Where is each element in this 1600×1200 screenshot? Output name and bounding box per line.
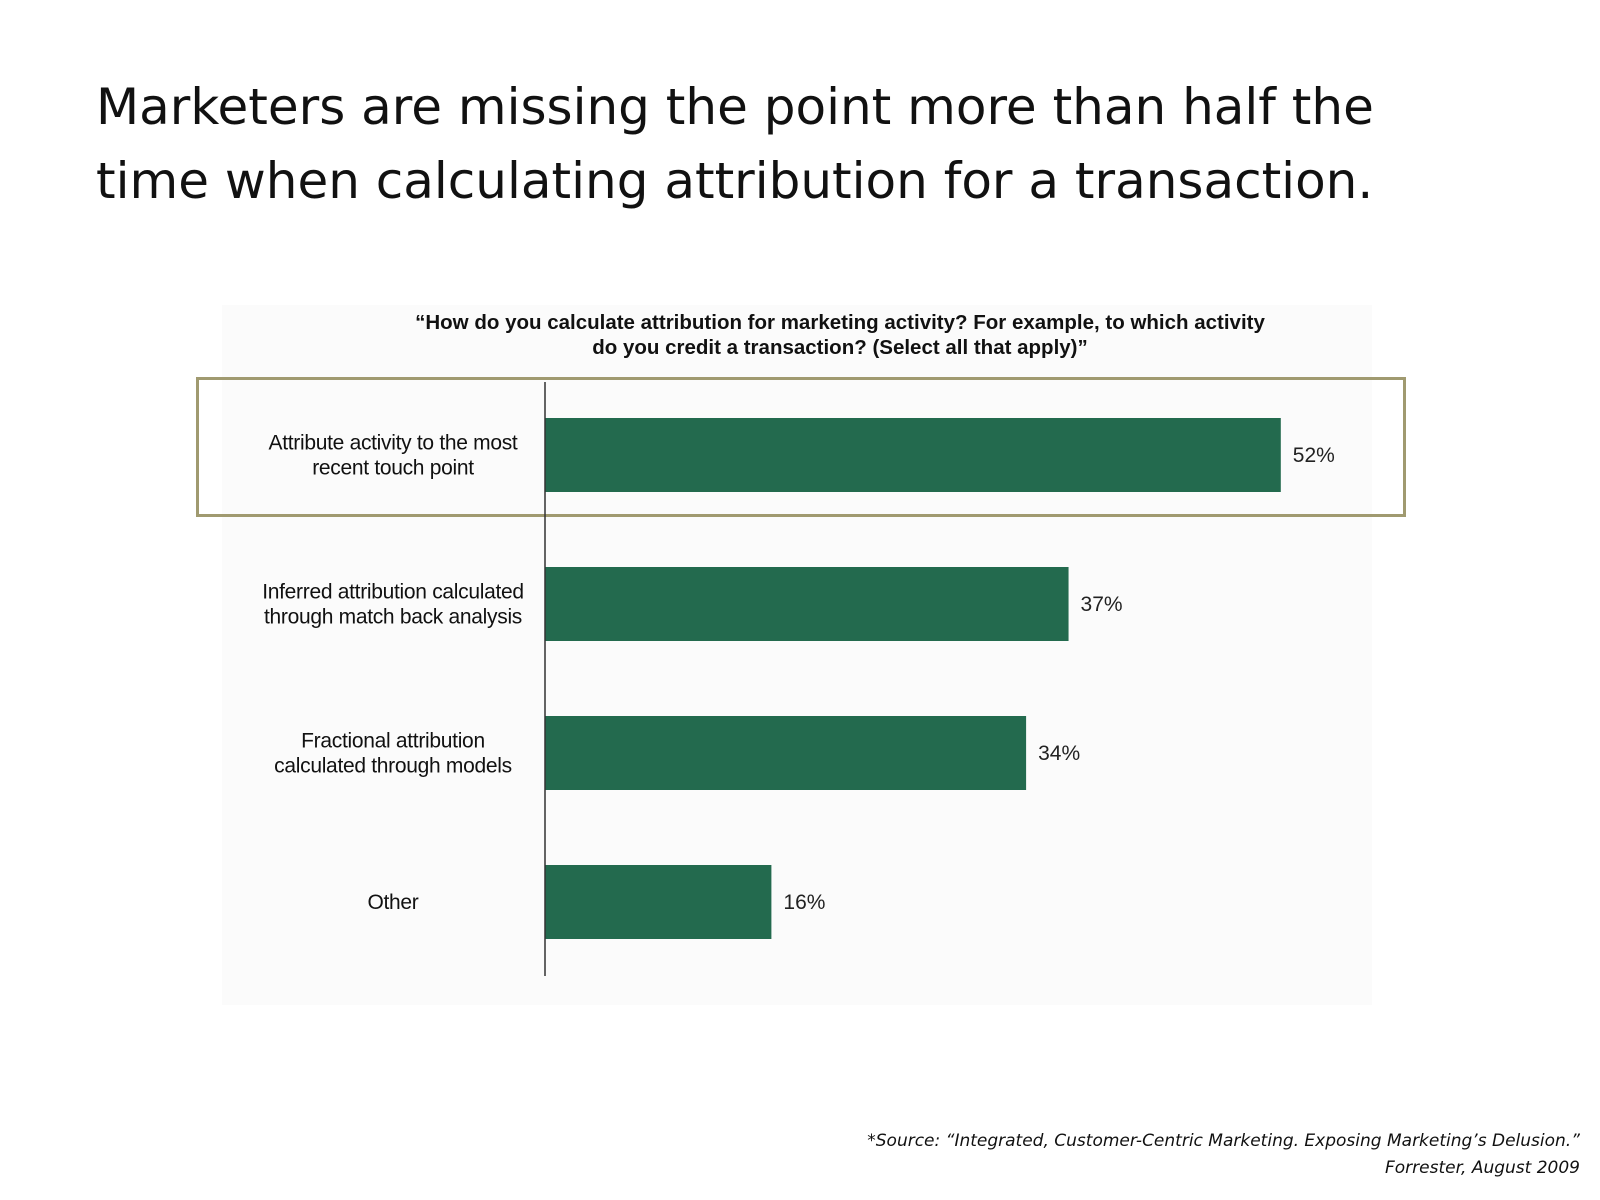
category-label-3: Fractional attribution calculated through… [274, 730, 512, 778]
source-line-2: Forrester, August 2009 [867, 1155, 1580, 1182]
data-label-3: 34% [1038, 742, 1080, 765]
source-line-1: *Source: “Integrated, Customer-Centric M… [867, 1128, 1580, 1155]
data-label-2: 37% [1081, 593, 1123, 616]
bar-3 [545, 716, 1026, 790]
data-label-4: 16% [783, 891, 825, 914]
category-label-4: Other [367, 891, 418, 914]
bar-1 [545, 418, 1281, 492]
category-label-1: Attribute activity to the most recent tou… [269, 432, 518, 480]
data-label-1: 52% [1293, 444, 1335, 467]
category-label-2: Inferred attribution calculated through m… [262, 581, 524, 629]
bar-4 [545, 865, 771, 939]
source-citation: *Source: “Integrated, Customer-Centric M… [867, 1128, 1580, 1182]
bar-2 [545, 567, 1069, 641]
